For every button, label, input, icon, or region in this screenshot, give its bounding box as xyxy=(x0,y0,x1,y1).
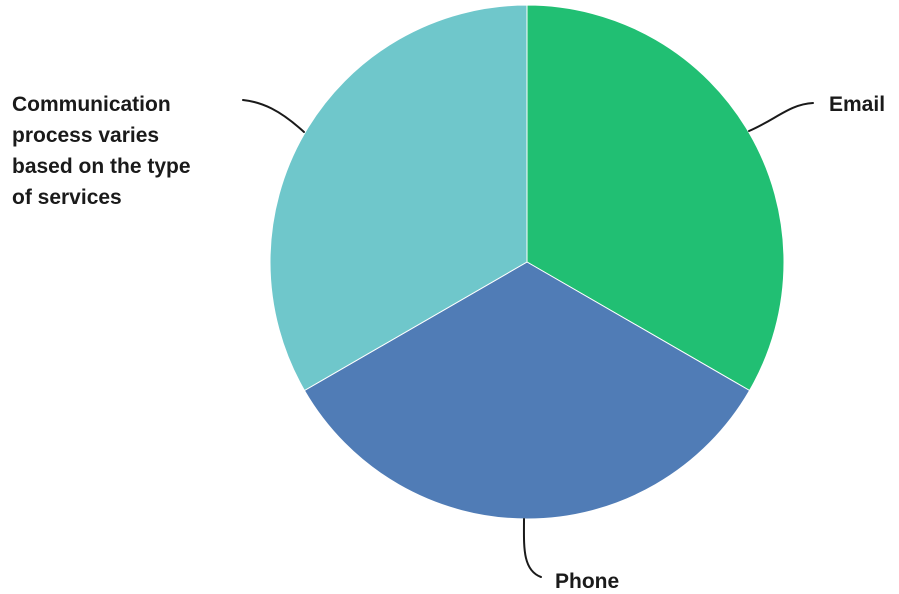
leader-line-phone xyxy=(522,518,542,578)
slice-label-line: Phone xyxy=(555,570,619,593)
slice-label-line: Communication xyxy=(12,93,171,116)
pie-slice-email xyxy=(526,4,785,392)
leader-line-communication xyxy=(242,99,305,133)
pie-slice-communication xyxy=(269,4,528,392)
pie-slice-phone xyxy=(303,261,751,520)
slice-label-line: process varies xyxy=(12,124,159,147)
leader-lines xyxy=(242,99,814,578)
slice-labels: Email Phone Communication process varies bas… xyxy=(12,93,885,593)
slice-label-phone: Phone xyxy=(555,570,619,593)
slice-label-line: of services xyxy=(12,186,122,209)
slice-label-communication: Communication process varies based on the … xyxy=(12,93,191,209)
pie-slices xyxy=(269,4,785,520)
slice-label-email: Email xyxy=(829,93,885,116)
slice-label-line: based on the type xyxy=(12,155,191,178)
slice-label-line: Email xyxy=(829,93,885,116)
leader-line-email xyxy=(748,102,814,132)
